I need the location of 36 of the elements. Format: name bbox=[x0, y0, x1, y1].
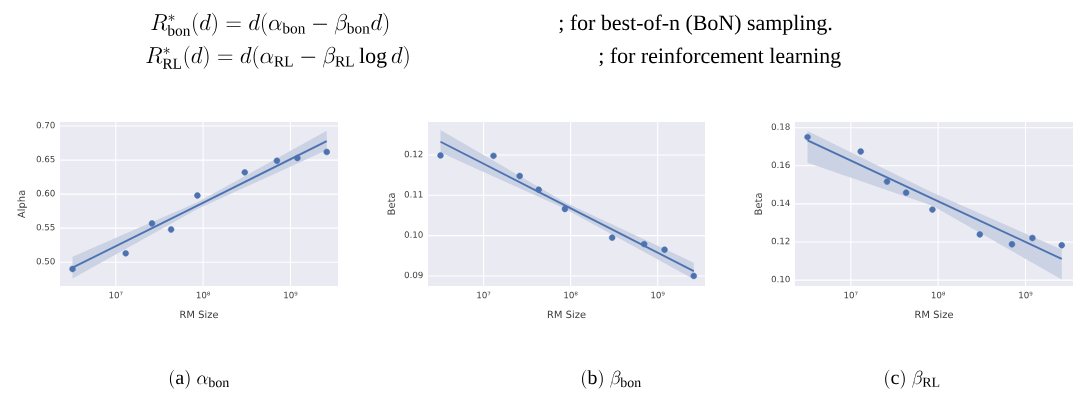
y-tick-label: 0.65 bbox=[36, 155, 55, 163]
y-axis-title: Alpha bbox=[17, 190, 27, 219]
text: $R^{*}_{\mathrm{RL}}(d) = d(\alpha_{\mathrm{RL}} - \beta_{\mathrm{RL}} \log d)$ bbox=[146, 45, 409, 69]
y-tick-label: 0.10 bbox=[771, 275, 790, 283]
text: $\mathrm{(a)}\ \alpha_{\mathrm{bon}}$ bbox=[169, 369, 230, 389]
x-tick-label: 10⁷ bbox=[844, 291, 858, 299]
x-tick-label: 10⁹ bbox=[651, 291, 665, 299]
y-tick-label: 0.18 bbox=[771, 123, 790, 130]
text: $\mathrm{(b)}\ \beta_{\mathrm{bon}}$ bbox=[582, 369, 641, 389]
y-tick-label: 0.70 bbox=[36, 121, 55, 129]
x-tick-label: 10⁹ bbox=[284, 291, 298, 299]
x-tick-label: 10⁸ bbox=[931, 291, 946, 299]
y-tick-label: 0.10 bbox=[404, 231, 423, 238]
y-tick-label: 0.50 bbox=[36, 257, 55, 265]
y-tick-label: 0.55 bbox=[36, 223, 55, 231]
y-tick-label: 0.16 bbox=[771, 161, 790, 169]
x-axis-title: RM Size bbox=[547, 310, 586, 319]
x-tick-label: 10⁸ bbox=[564, 291, 578, 299]
y-tick-label: 0.11 bbox=[404, 191, 423, 198]
text: $\mathrm{(c)}\ \beta_{\mathrm{RL}}$ bbox=[885, 369, 940, 389]
x-axis-title: RM Size bbox=[915, 310, 954, 319]
text: ; for reinforcement learning bbox=[599, 47, 841, 68]
text: $R^{*}_{\mathrm{bon}}(d) = d(\alpha_{\mathrm{bon}} - \beta_{\mathrm{bon}} d)$ bbox=[151, 12, 389, 36]
x-tick-label: 10⁷ bbox=[109, 291, 123, 299]
x-tick-label: 10⁹ bbox=[1019, 291, 1033, 299]
y-tick-label: 0.12 bbox=[771, 237, 790, 245]
y-axis-title: Beta bbox=[387, 193, 395, 215]
x-tick-label: 10⁷ bbox=[477, 291, 491, 299]
x-axis-title: RM Size bbox=[180, 310, 219, 319]
y-axis-title: Beta bbox=[754, 193, 762, 215]
y-tick-label: 0.60 bbox=[36, 189, 55, 197]
y-tick-label: 0.12 bbox=[404, 150, 423, 158]
y-tick-label: 0.09 bbox=[404, 271, 423, 279]
y-tick-label: 0.14 bbox=[771, 199, 790, 207]
x-tick-label: 10⁸ bbox=[196, 291, 211, 299]
text: ; for best-of-n (BoN) sampling. bbox=[559, 14, 832, 35]
